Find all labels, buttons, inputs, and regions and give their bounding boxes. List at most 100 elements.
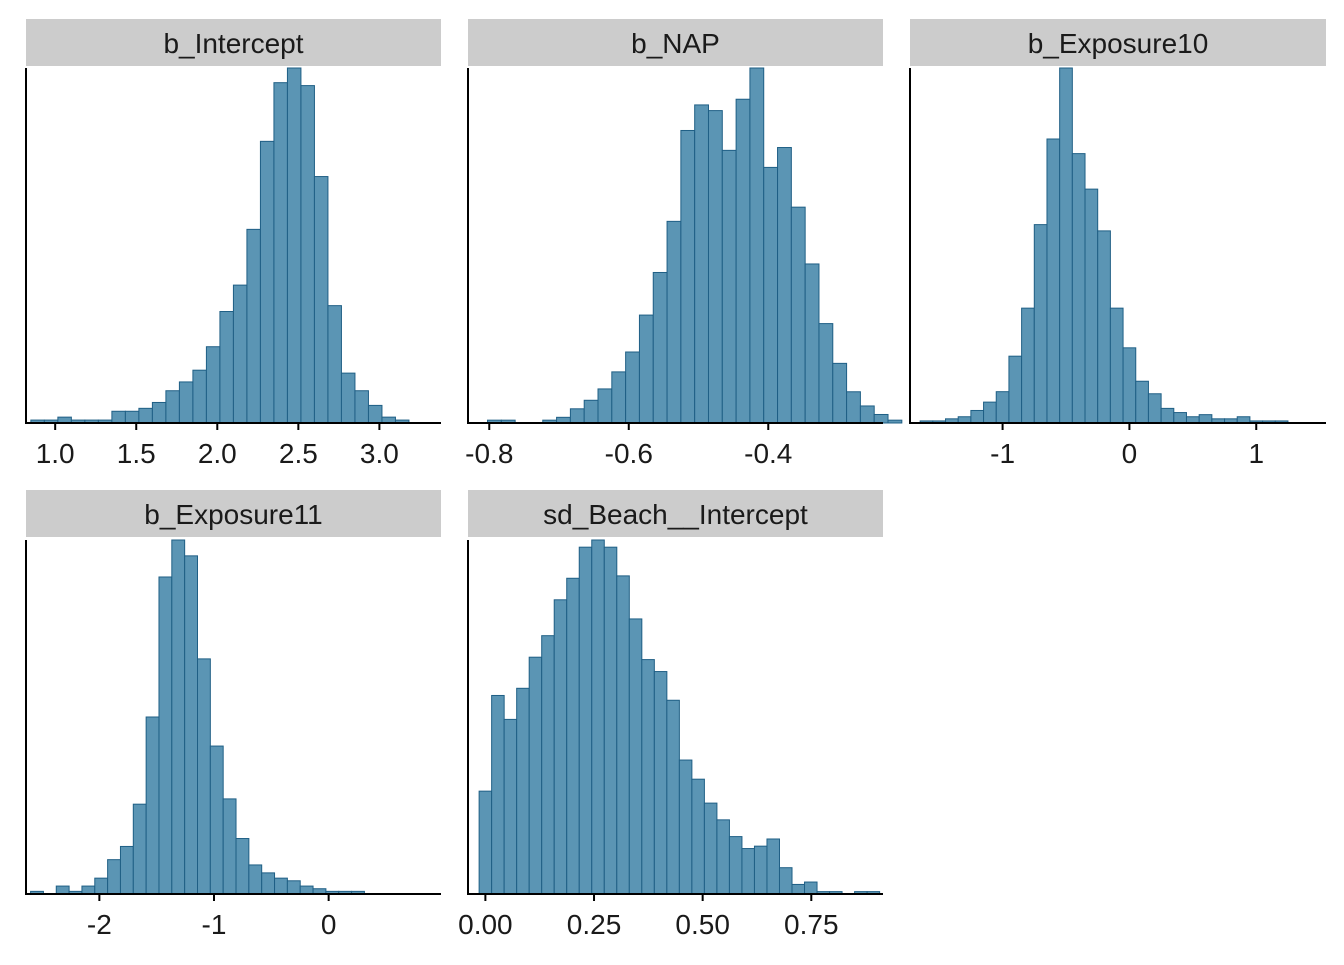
histogram-bar xyxy=(232,284,248,424)
histogram-bar xyxy=(273,82,288,424)
histogram-bar xyxy=(367,404,383,424)
histogram-bar xyxy=(151,401,167,424)
histogram-bar xyxy=(132,803,147,895)
panel-title: b_Exposure10 xyxy=(1028,28,1209,59)
histogram-bar xyxy=(790,206,806,424)
histogram-bar xyxy=(804,263,820,424)
histogram-bar xyxy=(354,390,369,424)
panel-b-intercept: b_Intercept 1.0 1.5 2.0 2.5 3.0 xyxy=(25,19,441,469)
panel-b-nap: b_NAP -0.8 -0.6 -0.4 xyxy=(465,19,903,469)
x-tick-label: -0.4 xyxy=(744,438,792,469)
histogram-bar xyxy=(694,104,709,424)
histogram-bar xyxy=(222,798,237,895)
x-tick-label: -1 xyxy=(202,909,227,940)
x-tick-label: 2.0 xyxy=(198,438,237,469)
histogram-bar xyxy=(1173,412,1187,424)
histogram-bar xyxy=(983,401,997,424)
histogram-bar xyxy=(1033,224,1048,424)
x-tick-label: 3.0 xyxy=(360,438,399,469)
histogram-bar xyxy=(741,848,755,895)
histogram-bar xyxy=(578,546,593,895)
panel-strip xyxy=(26,19,441,66)
histogram-bar xyxy=(887,419,903,424)
histogram-bar xyxy=(653,671,668,895)
histogram-bar xyxy=(778,867,793,895)
histogram-bar xyxy=(680,129,696,424)
histogram-bar xyxy=(246,228,261,424)
histogram-bar xyxy=(666,220,682,424)
histogram-bar xyxy=(503,718,518,895)
panel-sd-beach-intercept: sd_Beach__Intercept 0.00 0.25 0.50 0.75 xyxy=(458,490,883,940)
x-tick-label: -1 xyxy=(990,438,1015,469)
histogram-bar xyxy=(735,98,751,424)
panel-title: b_NAP xyxy=(631,28,720,59)
histogram-bar xyxy=(299,885,314,895)
histogram-bar xyxy=(286,880,301,895)
histogram-bar xyxy=(763,166,779,424)
histogram-bar xyxy=(1071,153,1086,424)
histogram-bar xyxy=(165,390,180,424)
histogram-bar xyxy=(178,381,194,424)
histogram-bar xyxy=(1084,188,1099,424)
histogram-bar xyxy=(274,877,288,895)
histogram-bar xyxy=(219,311,234,424)
histogram-bar xyxy=(158,576,173,895)
histogram-bar xyxy=(995,391,1010,424)
histogram-bar xyxy=(55,885,70,895)
x-tick-label: 1 xyxy=(1248,438,1264,469)
panel-b-exposure11: b_Exposure11 -2 -1 0 xyxy=(25,490,441,940)
x-tick-label: 0.25 xyxy=(567,909,622,940)
panel-strip xyxy=(468,19,883,66)
histogram-bar xyxy=(327,305,342,424)
histogram-bar xyxy=(753,845,768,895)
x-tick-label: -0.6 xyxy=(605,438,653,469)
histogram-bar xyxy=(728,836,743,895)
panel-title: b_Intercept xyxy=(163,28,303,59)
x-tick-label: 1.0 xyxy=(36,438,75,469)
histogram-bar xyxy=(625,351,640,424)
histogram-bar xyxy=(804,881,818,895)
histogram-bar xyxy=(846,391,861,424)
histogram-bar xyxy=(569,408,585,424)
x-tick-label: 0.50 xyxy=(675,909,730,940)
panel-strip xyxy=(910,19,1326,66)
panel-strip xyxy=(26,490,441,537)
histogram-bar xyxy=(678,759,693,895)
histogram-bar xyxy=(1135,380,1149,424)
histogram-bar xyxy=(261,872,276,895)
histogram-bar xyxy=(235,838,250,895)
histogram-bar xyxy=(1008,355,1023,424)
histogram-bar xyxy=(541,635,555,895)
histogram-bar xyxy=(1147,393,1162,424)
histogram-bar xyxy=(603,546,618,895)
x-tick-label: 0.75 xyxy=(784,909,839,940)
histogram-bar xyxy=(1109,307,1124,424)
histogram-bar xyxy=(652,271,668,424)
histogram-bar xyxy=(597,388,613,424)
histogram-bar xyxy=(259,140,275,424)
histogram-bar xyxy=(591,539,605,895)
histogram-bar xyxy=(1198,414,1213,424)
histogram-bar xyxy=(94,877,109,895)
histogram-bar xyxy=(716,819,730,895)
x-tick-label: 0 xyxy=(321,909,337,940)
x-tick-label: 1.5 xyxy=(117,438,156,469)
histogram-bar xyxy=(81,885,96,895)
x-tick-label: -2 xyxy=(87,909,112,940)
histogram-bar xyxy=(707,110,723,424)
histogram-bar xyxy=(300,85,315,424)
histogram-bar xyxy=(641,659,655,895)
histogram-bar xyxy=(721,149,737,424)
histogram-bar xyxy=(528,656,543,895)
x-tick-label: -0.8 xyxy=(465,438,513,469)
histogram-bar xyxy=(119,845,134,895)
x-tick-label: 0.00 xyxy=(458,909,513,940)
x-tick-label: 2.5 xyxy=(279,438,318,469)
histogram-bar xyxy=(749,67,765,424)
histogram-bar xyxy=(818,323,834,424)
histogram-bar xyxy=(171,539,186,895)
histogram-bar xyxy=(703,802,718,895)
histogram-bar xyxy=(553,599,568,895)
histogram-bar xyxy=(766,838,780,895)
